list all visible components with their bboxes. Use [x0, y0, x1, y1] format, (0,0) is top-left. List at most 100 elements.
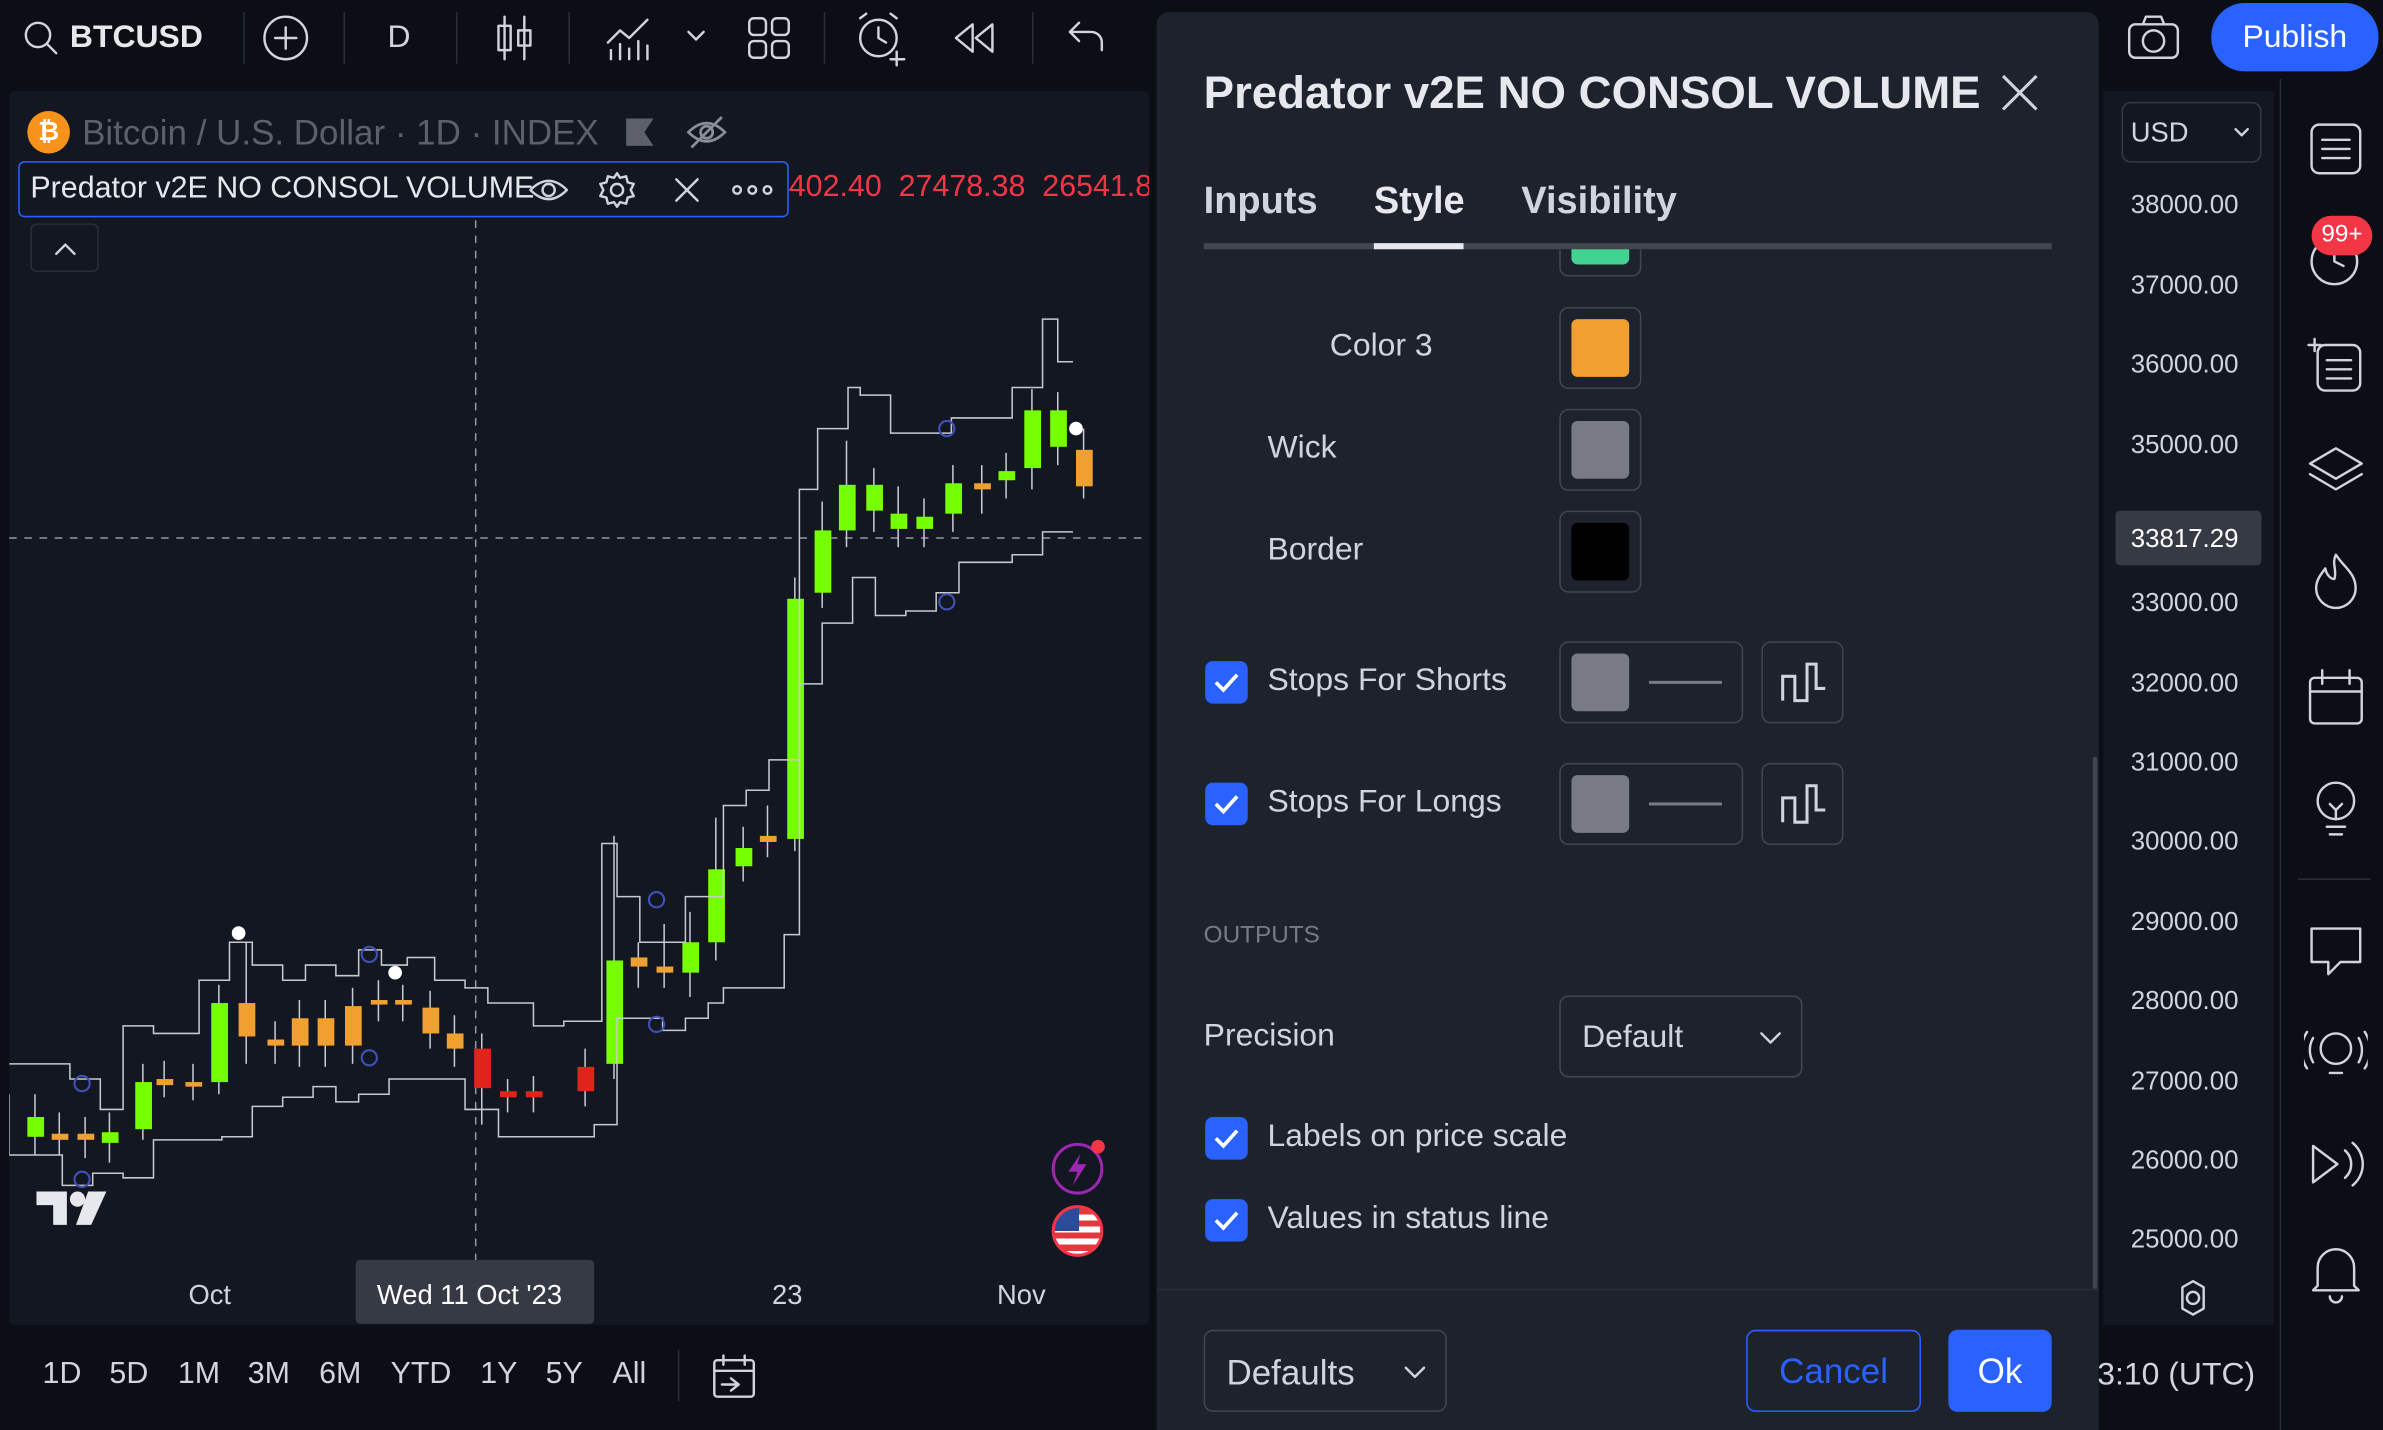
data-window-icon[interactable] — [2304, 333, 2368, 397]
chevron-down-icon[interactable] — [684, 26, 708, 47]
signal-circle — [647, 1015, 666, 1033]
stops-shorts-checkbox[interactable] — [1205, 661, 1248, 704]
stops-longs-checkbox[interactable] — [1205, 782, 1248, 826]
alert-icon[interactable] — [853, 9, 911, 67]
precision-select[interactable]: Default — [1559, 995, 1803, 1078]
price-label: 28000.00 — [2130, 986, 2239, 1016]
footer-divider — [1156, 1288, 2099, 1291]
border-swatch[interactable] — [1559, 510, 1642, 593]
price-label: 33000.00 — [2130, 588, 2239, 618]
tab-style[interactable]: Style — [1373, 179, 1465, 222]
candle — [735, 848, 753, 867]
bell-icon[interactable] — [2304, 1240, 2368, 1304]
range-ytd[interactable]: YTD — [390, 1357, 452, 1391]
labels-price-scale-label: Labels on price scale — [1267, 1118, 1568, 1154]
chat-icon[interactable] — [2304, 919, 2368, 983]
close-icon[interactable] — [672, 175, 702, 205]
bitcoin-icon: ₿ — [27, 110, 70, 154]
candle — [474, 1048, 491, 1089]
ideas-icon[interactable] — [2304, 777, 2368, 841]
layers-icon[interactable] — [2304, 441, 2368, 505]
price-scale[interactable] — [2103, 91, 2274, 1326]
cancel-button[interactable]: Cancel — [1746, 1329, 1921, 1412]
range-5y[interactable]: 5Y — [545, 1357, 583, 1391]
range-1y[interactable]: 1Y — [480, 1357, 518, 1391]
tab-visibility[interactable]: Visibility — [1521, 179, 1677, 222]
range-3m[interactable]: 3M — [247, 1357, 290, 1391]
badge-count: 99+ — [2321, 221, 2363, 248]
goto-date-icon[interactable] — [710, 1353, 759, 1402]
chevron-down-icon — [2234, 127, 2249, 137]
price-label: 30000.00 — [2130, 826, 2239, 856]
collapse-legend-button[interactable] — [30, 223, 99, 273]
values-status-line-checkbox[interactable] — [1205, 1199, 1248, 1242]
chart-canvas[interactable] — [9, 91, 1149, 1326]
us-flag-icon[interactable] — [1051, 1205, 1104, 1257]
flag-icon[interactable] — [623, 116, 656, 149]
indicators-icon[interactable] — [603, 12, 652, 64]
notifications-play-icon[interactable] — [2304, 1132, 2368, 1196]
scroll-content[interactable]: Color 3 Wick Border Stops For Shorts Sto… — [1157, 249, 2099, 1289]
clock-time[interactable]: 3:10 (UTC) — [2097, 1357, 2256, 1393]
streams-icon[interactable] — [2303, 1023, 2368, 1087]
range-1m[interactable]: 1M — [177, 1357, 221, 1391]
color3-swatch[interactable] — [1559, 306, 1642, 390]
divider — [455, 12, 458, 64]
candle — [1024, 410, 1042, 469]
publish-button[interactable]: Publish — [2211, 3, 2379, 72]
defaults-button[interactable]: Defaults — [1203, 1329, 1447, 1412]
replay-icon[interactable] — [950, 18, 999, 58]
candle — [344, 1006, 362, 1046]
currency-select[interactable]: USD — [2121, 101, 2262, 163]
tab-inputs[interactable]: Inputs — [1203, 179, 1318, 222]
undo-icon[interactable] — [1064, 17, 1110, 60]
precision-label: Precision — [1203, 1018, 1335, 1054]
close-icon[interactable] — [1997, 70, 2043, 116]
lightning-icon[interactable] — [1051, 1139, 1105, 1195]
symbol-label: BTCUSD — [69, 19, 203, 55]
stops-shorts-label: Stops For Shorts — [1267, 662, 1507, 698]
indicator-legend[interactable]: Predator v2E NO CONSOL VOLUME — [18, 161, 789, 218]
candle — [500, 1091, 517, 1098]
divider — [568, 12, 570, 64]
candle — [708, 869, 725, 943]
divider — [1031, 12, 1034, 64]
range-1d[interactable]: 1D — [42, 1357, 82, 1391]
labels-price-scale-checkbox[interactable] — [1205, 1117, 1248, 1160]
settings-icon[interactable] — [2173, 1278, 2213, 1318]
interval-button[interactable]: D — [387, 19, 411, 55]
hotlist-icon[interactable] — [2304, 549, 2368, 613]
eye-icon[interactable] — [527, 172, 570, 208]
candle — [787, 598, 804, 839]
symbol-search[interactable]: BTCUSD — [21, 15, 203, 61]
step-line-icon — [1781, 662, 1826, 703]
stops-longs-plot-type[interactable] — [1761, 762, 1844, 845]
range-all[interactable]: All — [612, 1357, 647, 1391]
ok-button[interactable]: Ok — [1948, 1329, 2052, 1412]
active-tab-indicator — [1373, 243, 1464, 250]
layouts-icon[interactable] — [745, 14, 794, 63]
add-symbol-icon[interactable] — [261, 14, 310, 63]
gear-icon[interactable] — [597, 170, 637, 210]
scrollbar[interactable] — [2092, 756, 2098, 1289]
stops-shorts-plot-type[interactable] — [1761, 641, 1844, 724]
more-icon[interactable] — [731, 181, 777, 199]
stops-shorts-style[interactable] — [1559, 641, 1744, 724]
x-axis-label: 23 — [772, 1279, 803, 1311]
stops-longs-style[interactable] — [1559, 762, 1744, 845]
chart-pane[interactable]: ₿ Bitcoin / U.S. Dollar · 1D · INDEX Pre… — [9, 91, 1149, 1326]
color-swatch-top[interactable] — [1559, 249, 1642, 277]
watchlist-icon[interactable] — [2304, 117, 2368, 181]
camera-icon[interactable] — [2125, 12, 2183, 64]
hide-icon[interactable] — [684, 112, 730, 152]
candle — [267, 1039, 285, 1046]
range-5d[interactable]: 5D — [109, 1357, 149, 1391]
candle — [185, 1082, 203, 1087]
range-6m[interactable]: 6M — [319, 1357, 362, 1391]
candles-icon[interactable] — [492, 12, 538, 64]
x-axis-label: Oct — [188, 1279, 232, 1311]
calendar-icon[interactable] — [2304, 666, 2368, 730]
candle — [945, 483, 963, 514]
candle — [422, 1007, 440, 1034]
wick-swatch[interactable] — [1559, 408, 1642, 491]
